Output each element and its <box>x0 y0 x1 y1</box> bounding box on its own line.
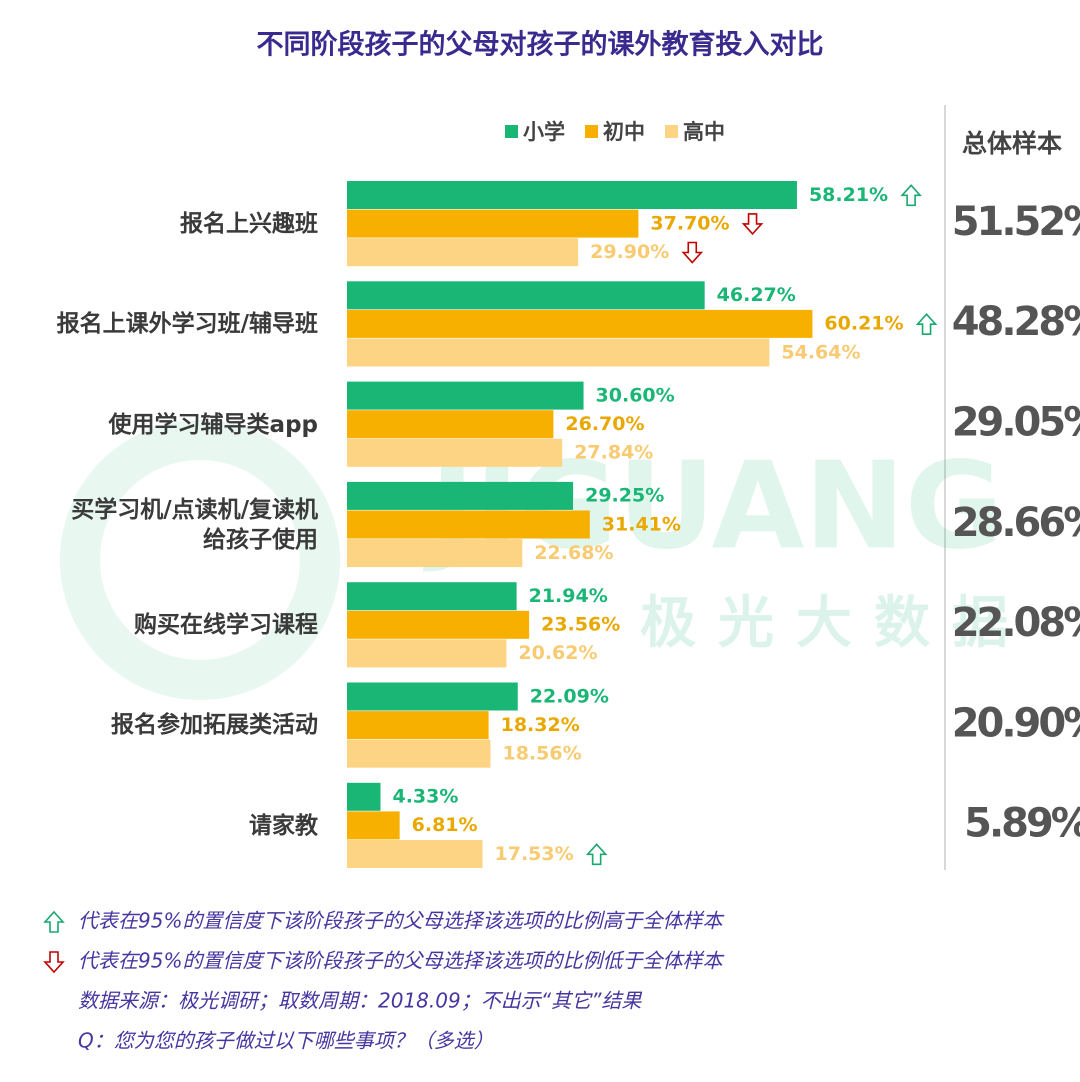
value-label: 60.21% <box>824 313 903 335</box>
footnote: 代表在95%的置信度下该阶段孩子的父母选择该选项的比例低于全体样本 <box>78 949 724 973</box>
watermark-logo <box>60 420 340 700</box>
overall-value: 20.90% <box>952 700 1080 746</box>
value-label: 4.33% <box>392 786 458 808</box>
significance-arrow <box>741 213 764 236</box>
bar <box>347 410 554 439</box>
bar <box>347 309 813 338</box>
category-label: 使用学习辅导类app <box>108 411 318 438</box>
value-label: 31.41% <box>602 513 681 535</box>
bar <box>347 610 530 639</box>
value-label: 26.70% <box>565 413 644 435</box>
bar <box>347 782 381 811</box>
overall-title: 总体样本 <box>962 129 1062 158</box>
value-label: 18.56% <box>502 743 581 765</box>
overall-value: 29.05% <box>952 400 1080 446</box>
legend-swatch <box>585 125 598 138</box>
value-label: 29.25% <box>585 485 664 507</box>
value-label: 46.27% <box>717 284 796 306</box>
value-label: 30.60% <box>596 384 675 406</box>
category-label: 买学习机/点读机/复读机 给孩子使用 <box>71 496 318 553</box>
significance-arrow <box>585 843 608 866</box>
bar <box>347 711 489 740</box>
overall-value: 22.08% <box>952 600 1080 646</box>
bar <box>347 238 579 267</box>
value-label: 22.09% <box>530 685 609 707</box>
overall-value: 5.89% <box>964 801 1080 847</box>
value-label: 17.53% <box>495 843 574 865</box>
value-label: 22.68% <box>534 542 613 564</box>
category-label: 报名上课外学习班/辅导班 <box>56 311 318 338</box>
bar <box>347 281 705 310</box>
significance-arrow <box>900 184 922 207</box>
chart-title: 不同阶段孩子的父母对孩子的课外教育投入对比 <box>257 29 824 61</box>
bar <box>347 209 639 238</box>
footnote: 数据来源：极光调研；取数周期：2018.09；不出示“其它”结果 <box>78 989 642 1013</box>
bar <box>347 539 523 568</box>
category-label: 购买在线学习课程 <box>134 612 318 639</box>
value-label: 29.90% <box>590 241 669 263</box>
value-label: 20.62% <box>518 642 597 664</box>
bar <box>347 840 483 868</box>
value-label: 23.56% <box>541 614 620 636</box>
bar <box>347 181 797 209</box>
significance-arrow <box>43 910 65 933</box>
overall-value: 28.66% <box>952 500 1080 546</box>
legend-label: 初中 <box>603 120 645 144</box>
legend-swatch <box>665 125 678 138</box>
watermark-sub: 极光大数据 <box>640 591 1030 656</box>
value-label: 27.84% <box>574 442 653 464</box>
bar <box>347 811 400 840</box>
bar <box>347 438 563 467</box>
bar <box>347 582 517 611</box>
legend-swatch <box>505 125 518 138</box>
overall-value: 51.52% <box>952 199 1080 245</box>
bar <box>347 510 590 539</box>
legend-label: 高中 <box>683 120 725 144</box>
value-label: 37.70% <box>650 212 729 234</box>
overall-value: 48.28% <box>952 299 1080 345</box>
value-label: 18.32% <box>501 714 580 736</box>
bar <box>347 739 491 768</box>
bar <box>347 381 584 410</box>
bar <box>347 682 518 711</box>
value-label: 58.21% <box>809 184 888 206</box>
footnote: 代表在95%的置信度下该阶段孩子的父母选择该选项的比例高于全体样本 <box>78 909 724 933</box>
legend-label: 小学 <box>523 120 565 144</box>
significance-arrow <box>43 951 65 974</box>
value-label: 54.64% <box>781 341 860 363</box>
significance-arrow <box>681 241 704 264</box>
bar <box>347 481 574 510</box>
category-label: 报名上兴趣班 <box>180 210 318 237</box>
category-label: 报名参加拓展类活动 <box>111 712 318 739</box>
value-label: 6.81% <box>412 814 478 836</box>
footnote: Q：您为您的孩子做过以下哪些事项？（多选） <box>78 1029 494 1053</box>
value-label: 21.94% <box>529 585 608 607</box>
bar <box>347 639 507 668</box>
bar <box>347 338 770 367</box>
significance-arrow <box>915 313 938 336</box>
category-label: 请家教 <box>249 812 318 839</box>
